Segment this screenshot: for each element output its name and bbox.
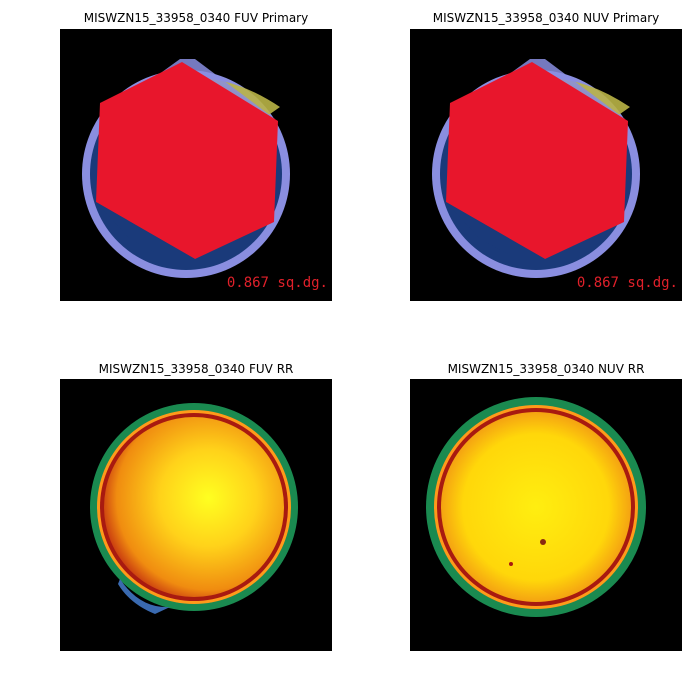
nuv-primary-panel: 0.867 sq.dg. bbox=[410, 29, 682, 301]
fuv-rr-title: MISWZN15_33958_0340 FUV RR bbox=[98, 362, 294, 376]
nuv-primary-title: MISWZN15_33958_0340 NUV Primary bbox=[432, 11, 660, 25]
fuv-primary-title: MISWZN15_33958_0340 FUV Primary bbox=[83, 11, 309, 25]
nuv-primary-hexagon bbox=[446, 62, 628, 259]
nuv-rr-panel bbox=[410, 379, 682, 651]
nuv-rr-response-map bbox=[426, 397, 646, 617]
fuv-rr-panel bbox=[60, 379, 332, 651]
fuv-primary-area-label: 0.867 sq.dg. bbox=[226, 275, 328, 291]
nuv-primary-coverage-map bbox=[432, 59, 640, 278]
fuv-primary-coverage-map bbox=[82, 59, 290, 278]
fuv-primary-panel: 0.867 sq.dg. bbox=[60, 29, 332, 301]
nuv-rr-title: MISWZN15_33958_0340 NUV RR bbox=[447, 362, 645, 376]
nuv-primary-area-label: 0.867 sq.dg. bbox=[576, 275, 678, 291]
fuv-primary-hexagon bbox=[96, 62, 278, 259]
fuv-rr-response-map bbox=[90, 403, 298, 614]
